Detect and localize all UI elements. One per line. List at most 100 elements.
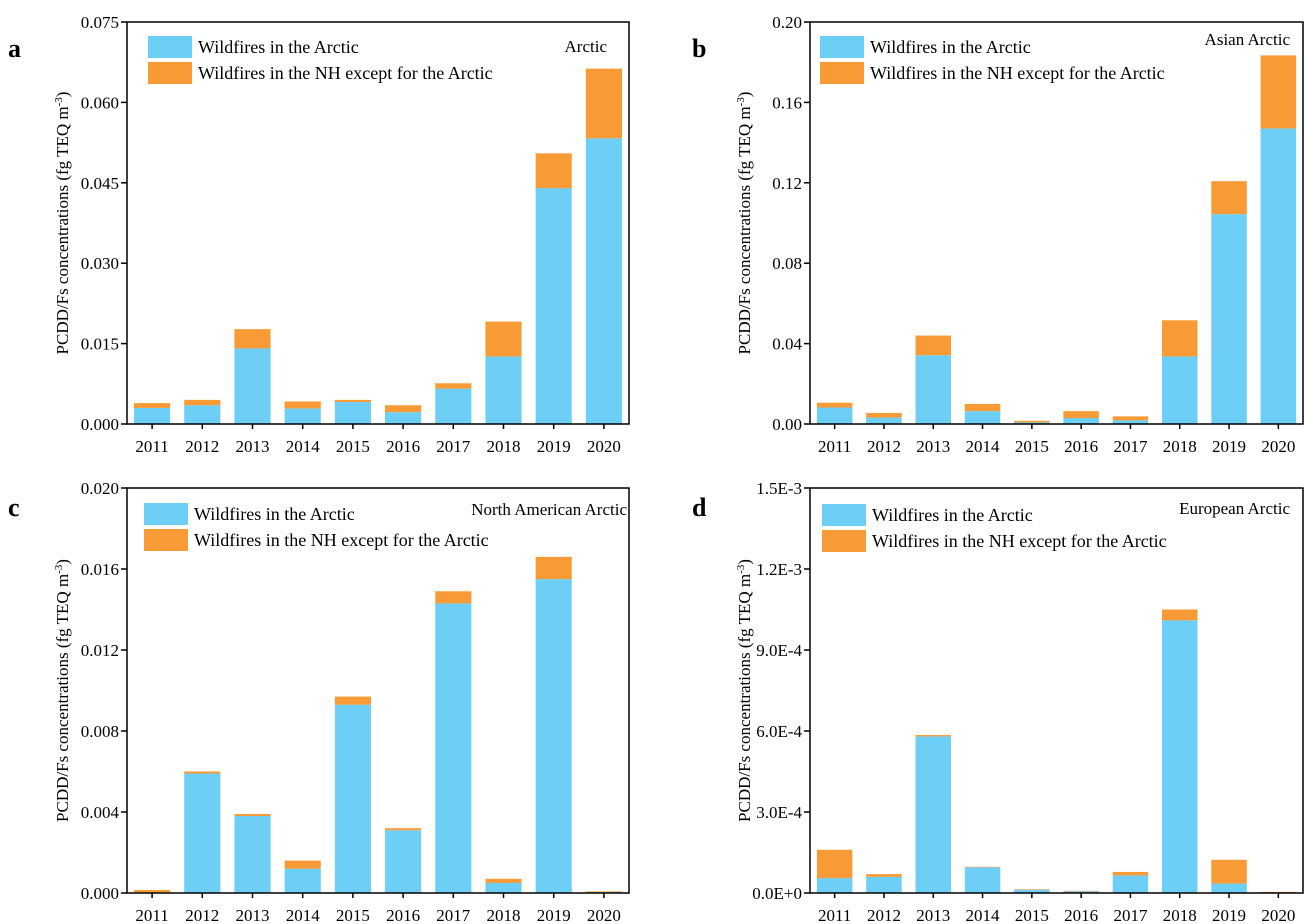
y-tick-label: 6.0E-4 (756, 722, 802, 741)
plot-frame (126, 21, 630, 425)
bar-nh-except-arctic-2015 (1014, 420, 1050, 423)
bar-arctic-2013 (915, 355, 951, 424)
legend-swatch-arctic (144, 503, 188, 525)
plot-frame (809, 21, 1304, 425)
bar-nh-except-arctic-2014 (964, 866, 1001, 868)
legend-label: Wildfires in the NH except for the Arcti… (872, 531, 1167, 551)
bar-arctic-2014 (284, 408, 321, 424)
y-axis-label: PCDD/Fs concentrations (fg TEQ m-3) (53, 559, 72, 822)
x-tick-label: 2018 (1163, 906, 1197, 924)
x-tick-label: 2013 (236, 906, 270, 924)
y-tick-label: 0.075 (81, 13, 119, 32)
bar-arctic-2016 (1063, 891, 1099, 893)
bar-arctic-2012 (866, 876, 902, 893)
x-tick-label: 2015 (336, 437, 370, 456)
x-tick-label: 2012 (185, 437, 219, 456)
x-tick-label: 2018 (487, 906, 521, 924)
bar-nh-except-arctic-2013 (915, 335, 951, 356)
x-tick-label: 2015 (1015, 906, 1049, 924)
bar-arctic-2016 (1063, 417, 1099, 424)
bar-nh-except-arctic-2011 (816, 849, 853, 879)
bar-arctic-2018 (485, 882, 522, 894)
plot-frame (809, 487, 1304, 894)
bar-arctic-2017 (435, 603, 472, 893)
y-tick-label: 1.2E-3 (756, 560, 802, 579)
bar-nh-except-arctic-2016 (1063, 411, 1099, 418)
bar-nh-except-arctic-2019 (1211, 181, 1247, 215)
bar-nh-except-arctic-2011 (134, 889, 171, 893)
bar-arctic-2019 (1211, 214, 1247, 424)
legend-swatch-nh-except-arctic (148, 62, 192, 84)
bar-arctic-2017 (1112, 875, 1149, 893)
bar-arctic-2015 (1014, 889, 1050, 893)
x-tick-label: 2020 (1261, 437, 1295, 456)
legend-swatch-nh-except-arctic (822, 530, 866, 552)
bar-arctic-2011 (134, 407, 171, 424)
y-tick-label: 0.008 (81, 722, 119, 741)
x-tick-label: 2016 (386, 437, 420, 456)
chart-panel-d: 0.0E+0 3.0E-4 6.0E-4 9.0E-4 1.2E-3 1.5E-3 2011… (692, 479, 1304, 924)
legend-swatch-nh-except-arctic (820, 62, 864, 84)
bar-arctic-2020 (1260, 128, 1297, 424)
bar-nh-except-arctic-2016 (385, 828, 422, 831)
y-tick-label: 0.045 (81, 174, 119, 193)
bar-arctic-2017 (1112, 420, 1149, 424)
panel-letter: d (692, 493, 707, 522)
y-tick-label: 0.015 (81, 335, 119, 354)
bar-nh-except-arctic-2019 (535, 556, 572, 580)
x-tick-label: 2012 (867, 906, 901, 924)
y-axis-label: PCDD/Fs concentrations (fg TEQ m-3) (735, 92, 754, 355)
legend-label: Wildfires in the Arctic (198, 37, 359, 57)
x-tick-label: 2014 (966, 437, 1001, 456)
x-tick-label: 2017 (436, 437, 471, 456)
x-tick-label: 2013 (916, 906, 950, 924)
x-tick-label: 2019 (537, 906, 571, 924)
y-tick-label: 0.08 (772, 254, 802, 273)
bar-arctic-2015 (1014, 422, 1050, 424)
bar-nh-except-arctic-2020 (585, 68, 622, 139)
y-tick-label: 0.030 (81, 254, 119, 273)
region-label: North American Arctic (471, 500, 627, 519)
panel-letter: c (8, 493, 20, 522)
legend-swatch-arctic (148, 36, 192, 58)
bar-nh-except-arctic-2018 (1162, 609, 1198, 621)
y-tick-label: 9.0E-4 (756, 641, 802, 660)
bar-nh-except-arctic-2019 (535, 153, 572, 189)
bar-nh-except-arctic-2016 (1063, 890, 1099, 892)
x-tick-label: 2017 (1113, 437, 1148, 456)
bar-arctic-2018 (485, 356, 522, 424)
bar-nh-except-arctic-2020 (1260, 55, 1297, 129)
legend-label: Wildfires in the Arctic (870, 37, 1031, 57)
bar-arctic-2015 (334, 402, 371, 424)
bar-nh-except-arctic-2018 (485, 321, 522, 357)
bar-nh-except-arctic-2019 (1211, 859, 1247, 884)
bar-nh-except-arctic-2017 (435, 591, 472, 604)
x-tick-label: 2019 (1212, 906, 1246, 924)
legend-swatch-arctic (822, 504, 866, 526)
y-tick-label: 0.16 (772, 93, 802, 112)
legend-swatch-arctic (820, 36, 864, 58)
region-label: Arctic (565, 37, 608, 56)
x-tick-label: 2011 (135, 906, 168, 924)
bar-arctic-2012 (184, 405, 221, 424)
x-tick-label: 2011 (818, 906, 851, 924)
x-tick-label: 2013 (916, 437, 950, 456)
region-label: European Arctic (1179, 499, 1290, 518)
y-tick-label: 0.016 (81, 560, 119, 579)
bar-arctic-2014 (964, 411, 1001, 424)
x-tick-label: 2012 (185, 906, 219, 924)
bar-nh-except-arctic-2017 (1112, 416, 1149, 421)
bar-arctic-2014 (284, 868, 321, 893)
bar-nh-except-arctic-2014 (964, 403, 1001, 412)
x-tick-label: 2020 (587, 437, 621, 456)
bar-nh-except-arctic-2016 (385, 405, 422, 413)
x-tick-label: 2017 (1113, 906, 1148, 924)
bar-nh-except-arctic-2020 (1260, 891, 1297, 893)
x-tick-label: 2017 (436, 906, 471, 924)
x-tick-label: 2016 (1064, 906, 1098, 924)
bar-nh-except-arctic-2013 (234, 329, 271, 349)
bar-nh-except-arctic-2012 (866, 412, 902, 418)
y-tick-label: 3.0E-4 (756, 803, 802, 822)
bar-nh-except-arctic-2017 (1112, 871, 1149, 876)
bar-arctic-2012 (184, 773, 221, 893)
